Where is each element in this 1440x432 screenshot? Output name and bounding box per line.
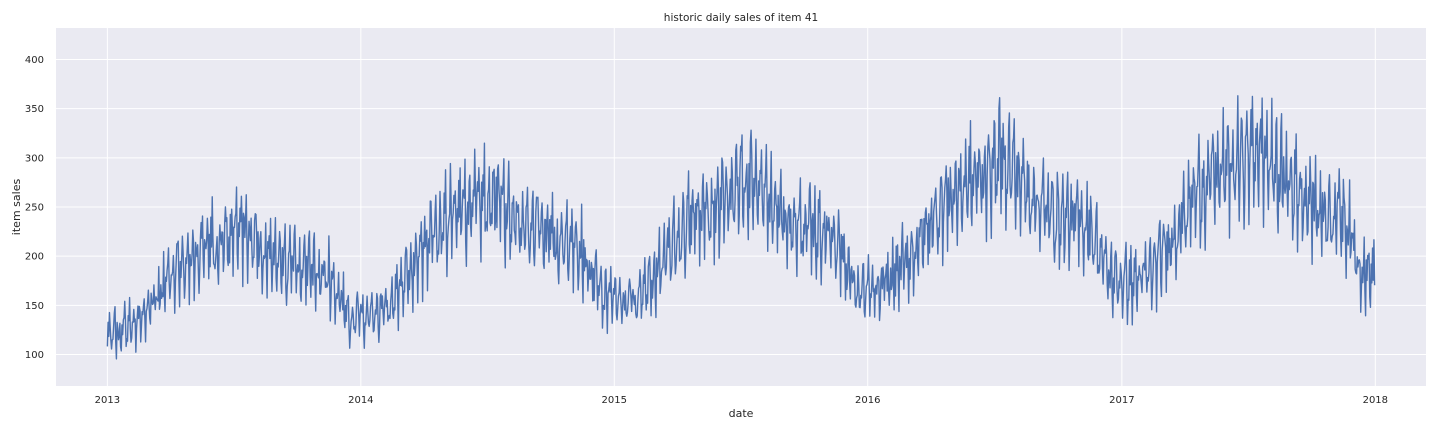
x-tick-labels: 2013 2014 2015 2016 2017 2018 [95, 395, 1388, 406]
y-tick-label-100: 100 [25, 350, 44, 361]
x-tick-label-2016: 2016 [855, 395, 880, 406]
y-tick-label-350: 350 [25, 104, 44, 115]
x-axis-label: date [729, 407, 754, 420]
y-tick-label-300: 300 [25, 153, 44, 164]
grid-lines [56, 28, 1426, 386]
y-tick-label-250: 250 [25, 203, 44, 214]
y-tick-labels: 100 150 200 250 300 350 400 [25, 55, 44, 361]
x-tick-label-2015: 2015 [602, 395, 627, 406]
x-tick-label-2013: 2013 [95, 395, 120, 406]
x-tick-label-2014: 2014 [348, 395, 373, 406]
y-tick-label-400: 400 [25, 55, 44, 66]
series-layer [106, 95, 1376, 360]
series-line-item-sales [106, 95, 1376, 360]
y-axis-label: item sales [10, 179, 23, 236]
chart-title: historic daily sales of item 41 [664, 12, 818, 24]
y-tick-label-150: 150 [25, 301, 44, 312]
x-tick-label-2018: 2018 [1363, 395, 1388, 406]
y-tick-label-200: 200 [25, 252, 44, 263]
x-tick-label-2017: 2017 [1109, 395, 1134, 406]
